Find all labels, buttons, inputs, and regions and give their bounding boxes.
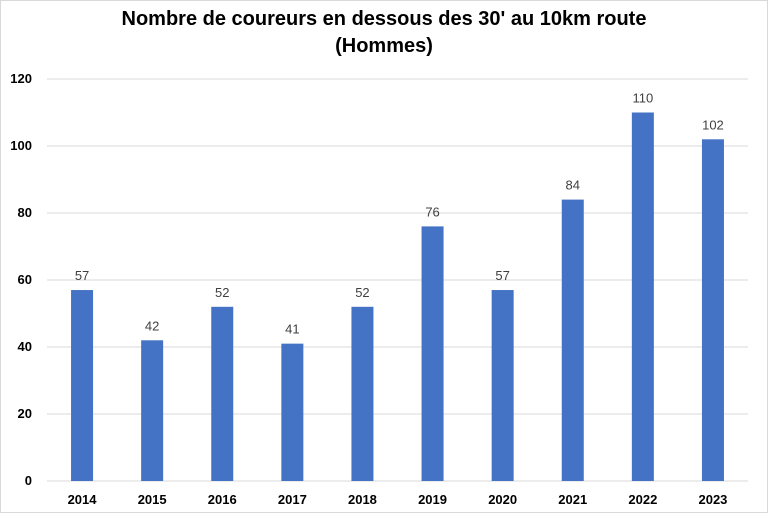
x-tick-label: 2016 [208,492,237,507]
x-tick-label: 2014 [68,492,98,507]
x-tick-label: 2022 [628,492,657,507]
data-label: 110 [632,91,653,106]
x-tick-label: 2017 [278,492,307,507]
bar [211,306,234,481]
data-label: 84 [566,178,580,193]
bar [631,112,654,481]
x-tick-label: 2015 [138,492,167,507]
bar [71,290,94,481]
chart-title: Nombre de coureurs en dessous des 30' au… [121,8,647,30]
chart-subtitle: (Hommes) [335,35,433,57]
data-label: 42 [145,318,159,333]
x-tick-label: 2020 [488,492,517,507]
data-label: 41 [285,322,299,337]
x-axis: 2014 2015 2016 2017 2018 2019 2020 2021 2022 2023 [68,492,728,507]
y-tick-label: 20 [18,406,32,421]
y-axis: 0 20 40 60 80 100 120 [10,71,32,488]
y-tick-label: 40 [18,339,32,354]
data-label: 76 [425,204,439,219]
y-tick-label: 120 [10,71,32,86]
bar [421,226,444,481]
bar [351,306,374,481]
x-tick-label: 2018 [348,492,377,507]
y-tick-label: 80 [18,205,32,220]
data-label: 57 [75,268,89,283]
x-tick-label: 2019 [418,492,447,507]
data-label: 102 [702,117,724,132]
x-tick-label: 2023 [698,492,727,507]
bar [701,139,724,482]
y-tick-label: 0 [25,473,32,488]
data-labels: 57 42 52 41 52 76 57 84 110 102 [75,91,724,337]
bars [71,112,724,482]
bar [491,290,514,481]
y-tick-label: 100 [10,138,32,153]
data-label: 52 [355,285,369,300]
bar [141,340,164,481]
gridlines [47,78,748,482]
y-tick-label: 60 [18,272,32,287]
data-label: 57 [495,268,509,283]
bar [281,343,304,481]
data-label: 52 [215,285,229,300]
bar [561,199,584,481]
x-tick-label: 2021 [558,492,587,507]
